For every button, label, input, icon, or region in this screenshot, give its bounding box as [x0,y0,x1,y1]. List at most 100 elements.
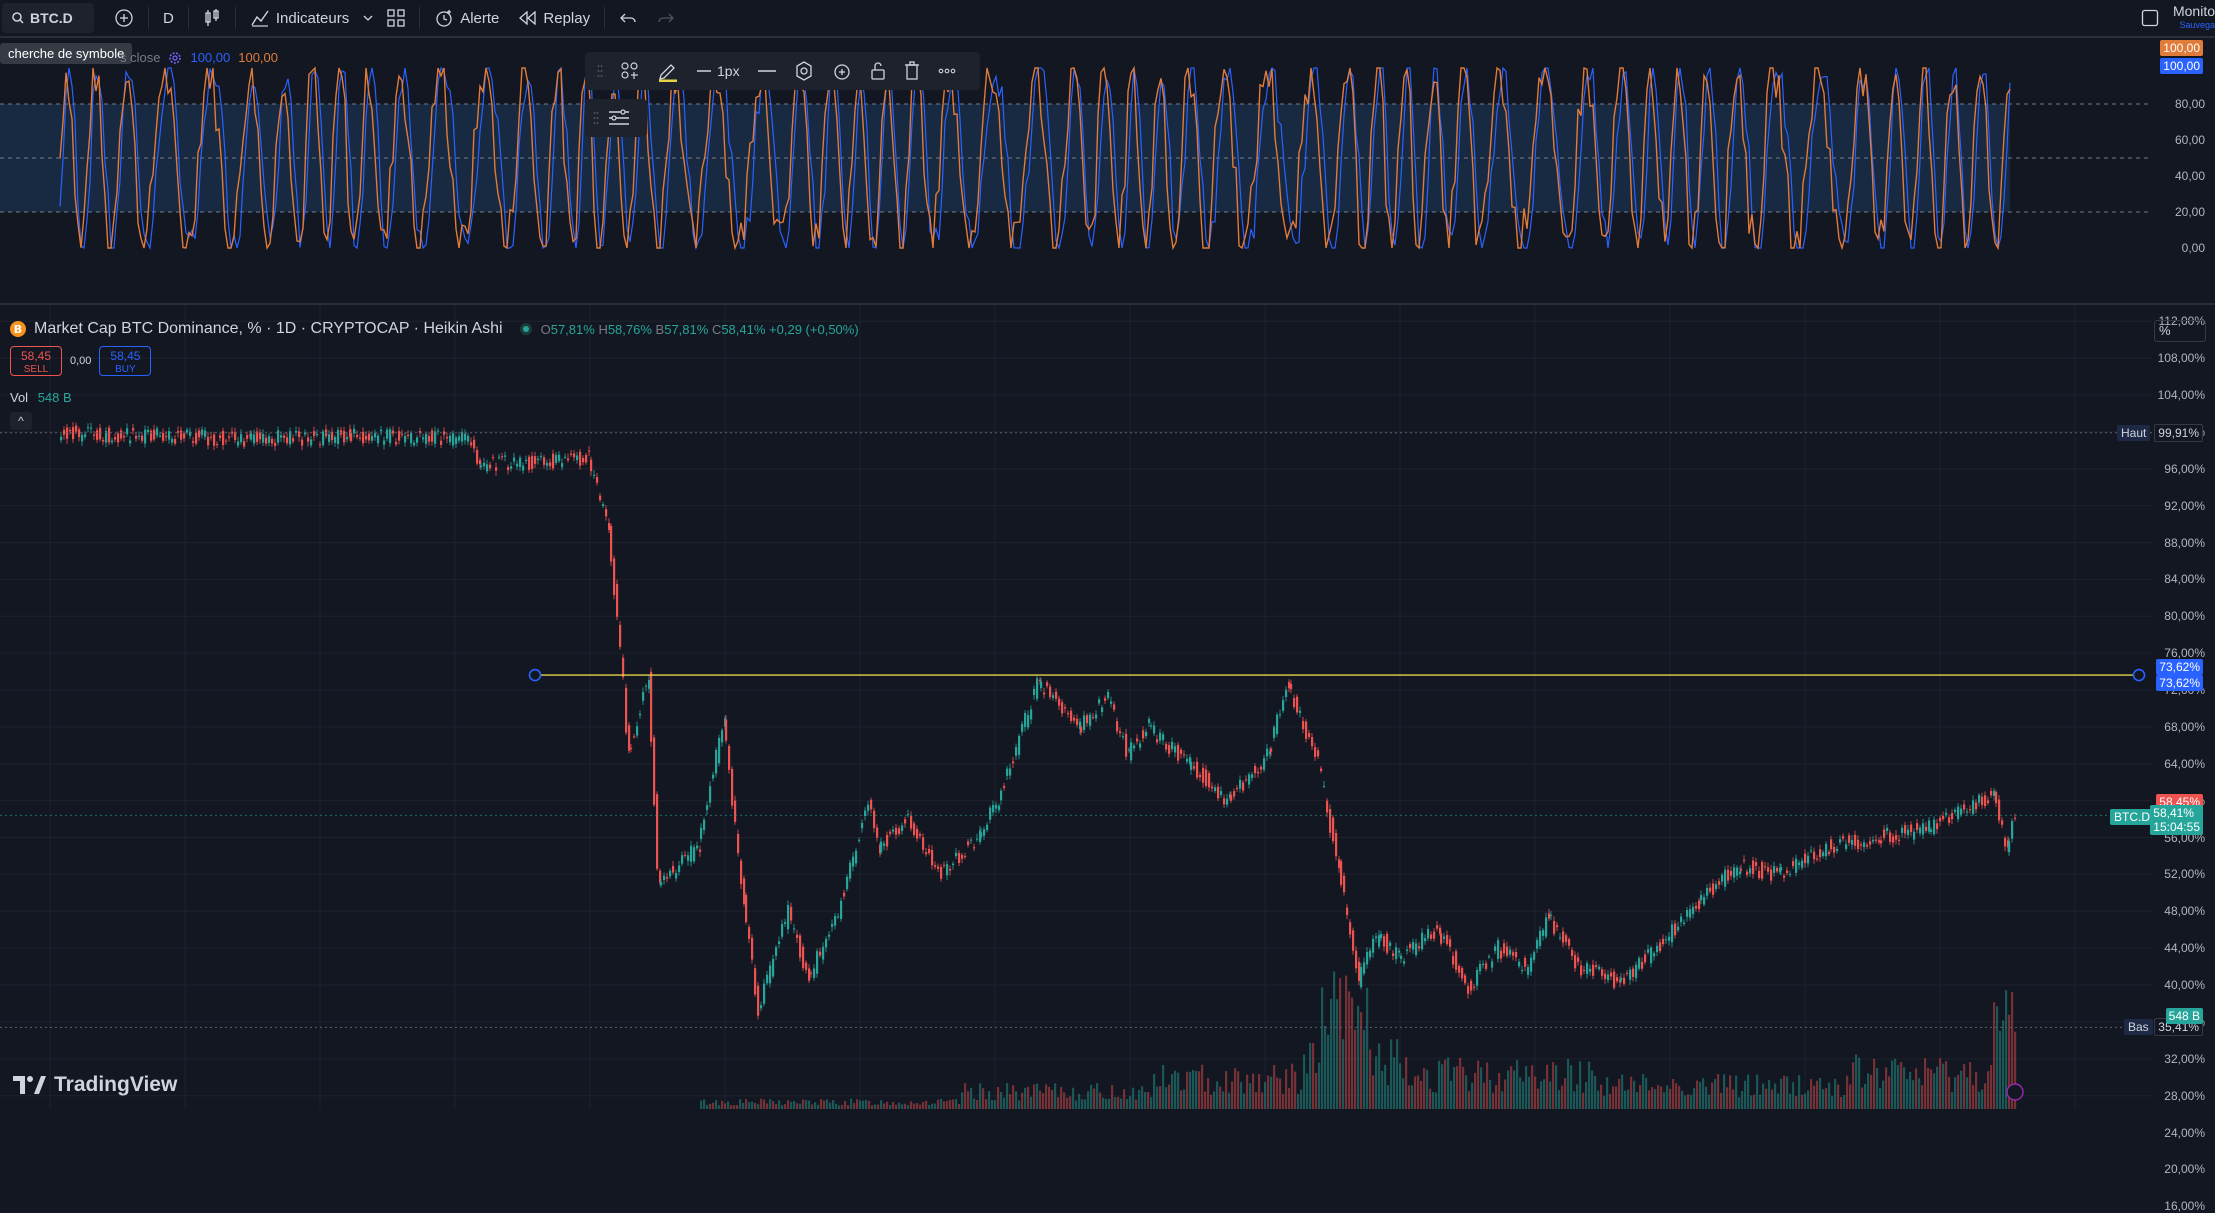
candle-body [159,435,162,437]
chart-type-button[interactable] [193,0,231,36]
candle-body [986,824,989,831]
volume-bar [820,1099,823,1109]
pane-separator[interactable] [0,303,2215,305]
candle-body [1458,966,1461,973]
candle-body [2014,817,2017,819]
candle-body [404,435,407,443]
volume-bar [1846,1075,1849,1109]
volume-bar [1714,1079,1717,1109]
volume-bar [1135,1099,1138,1109]
add-alert-icon[interactable] [832,61,852,81]
price-axis-tick: 76,00% [2164,646,2205,661]
candle-body [1009,768,1012,776]
drag-handle-icon[interactable] [597,64,603,78]
volume-bar [1429,1088,1432,1109]
candle-body [883,843,886,846]
monitor-title: Monito [2172,3,2215,19]
candle-body [1993,790,1996,796]
line-width-icon[interactable]: 1px [697,63,740,79]
volume-bar [1777,1093,1780,1109]
volume-bar [1279,1078,1282,1109]
candle-body [840,900,843,919]
price-axis[interactable]: 112,00%108,00%104,00%100,00%96,00%92,00%… [2150,305,2215,1213]
undo-button[interactable] [609,0,647,36]
main-chart-pane[interactable] [0,305,2152,1109]
object-tree-icon[interactable] [607,108,631,128]
drag-handle-icon[interactable] [593,111,599,125]
volume-legend[interactable]: Vol 548 B [10,390,72,405]
candle-body [1527,967,1530,975]
candle-body [1635,964,1638,979]
sell-button[interactable]: 58,45 SELL [10,346,62,376]
hline-value-tag: 73,62% [2156,659,2203,676]
monitor-label[interactable]: Monito Sauvega [2173,4,2215,32]
volume-bar [1249,1083,1252,1109]
candle-body [549,462,552,467]
replay-button[interactable]: Replay [509,0,600,36]
candle-body [1730,871,1733,876]
scale-mode-field[interactable]: % [2154,320,2206,342]
candle-body [268,436,271,443]
candle-body [1440,933,1443,944]
volume-bar [1756,1074,1759,1109]
more-icon[interactable] [938,68,956,74]
templates-button[interactable] [377,0,415,36]
candle-body [1323,785,1326,787]
volume-bar [910,1101,913,1109]
candle-body [1825,843,1828,857]
compare-add-button[interactable] [104,0,144,36]
trash-icon[interactable] [904,61,920,81]
volume-bar [1807,1090,1810,1109]
interval-button[interactable]: D [163,9,174,27]
candle-body [1689,909,1692,918]
volume-bar [1546,1064,1549,1109]
line-style-icon[interactable] [757,69,776,73]
settings-icon[interactable] [168,51,182,65]
candle-body [605,509,608,517]
volume-bar [1471,1082,1474,1109]
settings-gear-icon[interactable] [794,61,814,81]
volume-bar [811,1104,814,1109]
volume-bar [1144,1092,1147,1109]
chart-title[interactable]: Market Cap BTC Dominance, % · 1D · CRYPT… [34,320,503,337]
volume-bar [1669,1088,1672,1109]
oscillator-axis[interactable]: 80,00 60,00 40,00 20,00 0,00 100,00 100,00 [2152,38,2215,303]
candle-body [513,457,516,462]
tradingview-logo[interactable]: TradingView [12,1073,177,1097]
checkbox-icon[interactable] [2141,9,2159,27]
alert-button[interactable]: Alerte [424,0,509,36]
alarm-clock-icon [434,8,454,28]
redo-button[interactable] [647,0,685,36]
volume-bar [1156,1086,1159,1109]
candle-body [973,847,976,849]
pencil-color-icon[interactable] [657,60,679,82]
volume-bar [808,1100,811,1109]
volume-bar [2008,1014,2011,1109]
volume-bar [1453,1067,1456,1109]
indicators-button[interactable]: Indicateurs [240,0,359,36]
candle-body [892,829,895,832]
volume-bar [1165,1087,1168,1109]
template-add-icon[interactable] [621,62,639,80]
symbol-search-button[interactable]: BTC.D [2,3,94,33]
candle-body [1217,786,1220,799]
candle-body [916,828,919,839]
bitcoin-icon: B [10,321,26,337]
volume-bar [1219,1086,1222,1109]
volume-bar [730,1105,733,1109]
buy-button[interactable]: 58,45 BUY [99,346,152,376]
indicators-dropdown[interactable] [359,0,377,36]
unlock-icon[interactable] [870,61,886,81]
candle-body [96,430,99,440]
candle-body [135,435,138,439]
collapse-legend-button[interactable]: ^ [10,412,32,430]
candle-body [192,441,195,443]
volume-bar [1747,1074,1750,1109]
volume-bar [1882,1080,1885,1109]
candle-body [1807,855,1810,864]
oscillator-pane[interactable] [0,38,2152,303]
open-value: 57,81% [550,321,595,337]
volume-bar [1477,1060,1480,1109]
candle-body [659,870,662,883]
volume-bar [970,1087,973,1109]
